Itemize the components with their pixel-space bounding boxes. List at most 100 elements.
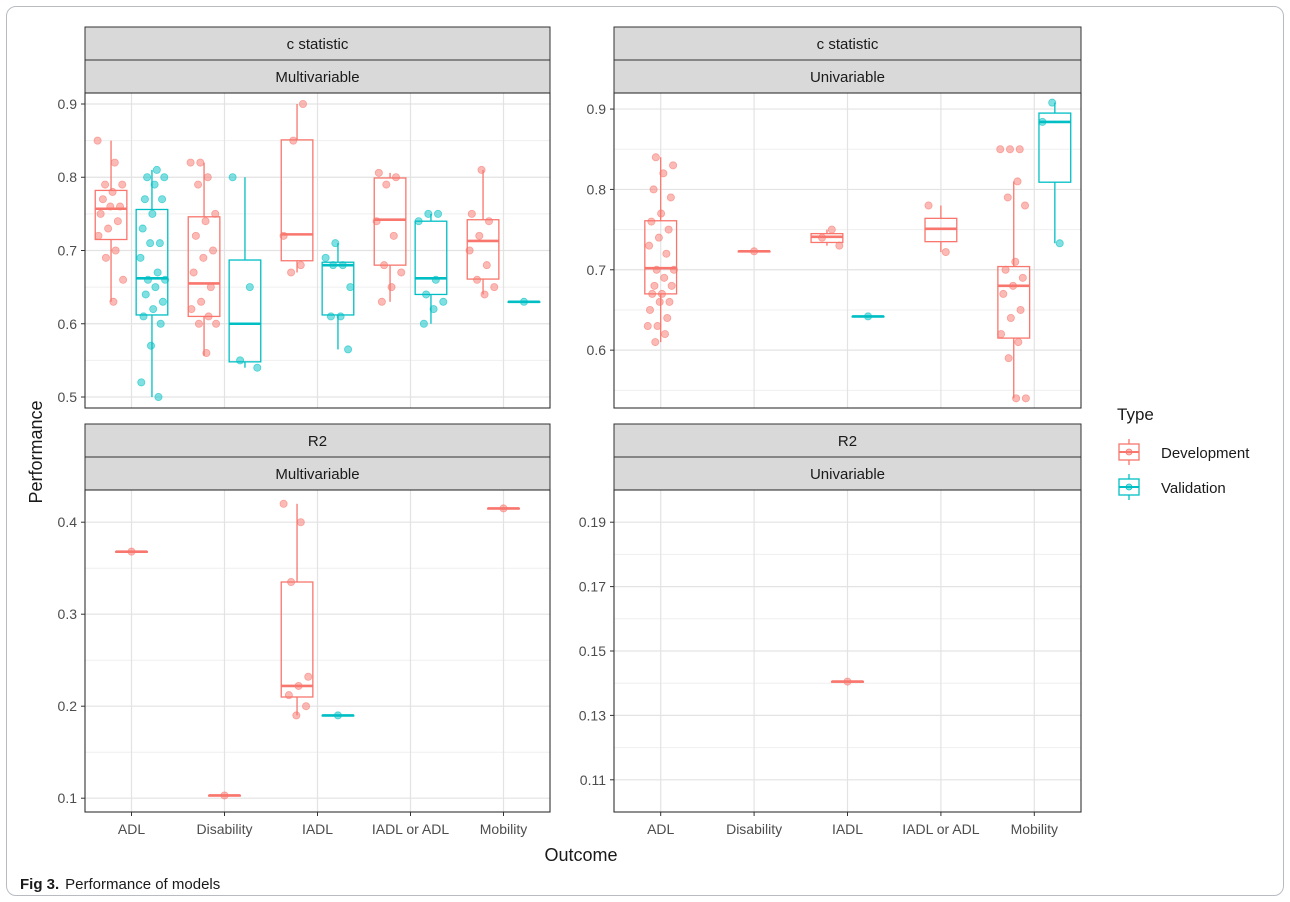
data-point (221, 792, 228, 799)
data-point (997, 146, 1004, 153)
data-point (332, 240, 339, 247)
data-point (280, 500, 287, 507)
y-tick-label: 0.15 (579, 643, 606, 659)
data-point (668, 282, 675, 289)
data-point (1056, 240, 1063, 247)
data-point (1049, 99, 1056, 106)
data-point (162, 276, 169, 283)
data-point (1016, 146, 1023, 153)
data-point (751, 248, 758, 255)
data-point (155, 393, 162, 400)
data-point (375, 169, 382, 176)
data-point (828, 226, 835, 233)
data-point (187, 159, 194, 166)
data-point (485, 218, 492, 225)
data-point (287, 269, 294, 276)
data-point (669, 162, 676, 169)
data-point (344, 346, 351, 353)
data-point (107, 203, 114, 210)
data-point (646, 306, 653, 313)
data-point (378, 298, 385, 305)
data-point (997, 330, 1004, 337)
data-point (112, 247, 119, 254)
data-point (483, 262, 490, 269)
data-point (246, 284, 253, 291)
data-point (650, 186, 657, 193)
data-point (380, 262, 387, 269)
data-point (99, 196, 106, 203)
strip-label-col: Univariable (810, 466, 885, 483)
x-tick-label: Mobility (480, 821, 527, 837)
data-point (1019, 274, 1026, 281)
data-point (203, 349, 210, 356)
data-point (434, 210, 441, 217)
panel-0: c statisticMultivariable0.50.60.70.80.9 (58, 27, 550, 408)
strip-label-row: c statistic (817, 36, 879, 53)
data-point (285, 692, 292, 699)
data-point (161, 174, 168, 181)
data-point (667, 194, 674, 201)
data-point (651, 282, 658, 289)
data-point (520, 298, 527, 305)
box-iadl-or-adl-development (373, 169, 406, 305)
y-tick-label: 0.8 (587, 181, 607, 197)
y-tick-label: 0.1 (58, 790, 78, 806)
data-point (1006, 146, 1013, 153)
data-point (190, 269, 197, 276)
data-point (652, 339, 659, 346)
y-tick-label: 0.7 (587, 262, 607, 278)
data-point (491, 284, 498, 291)
x-tick-label: Mobility (1011, 821, 1058, 837)
data-point (200, 254, 207, 261)
data-point (139, 225, 146, 232)
data-point (661, 330, 668, 337)
data-point (97, 210, 104, 217)
data-point (347, 284, 354, 291)
data-point (280, 232, 287, 239)
data-point (655, 234, 662, 241)
data-point (649, 290, 656, 297)
data-point (287, 578, 294, 585)
data-point (432, 276, 439, 283)
data-point (297, 262, 304, 269)
data-point (299, 100, 306, 107)
strip-label-col: Multivariable (275, 69, 359, 86)
data-point (1007, 314, 1014, 321)
data-point (322, 254, 329, 261)
data-point (144, 276, 151, 283)
box-mobility-development (997, 146, 1030, 402)
data-point (141, 196, 148, 203)
y-axis-title: Performance (26, 400, 46, 503)
data-point (197, 159, 204, 166)
data-point (476, 232, 483, 239)
data-point (1013, 395, 1020, 402)
data-point (1002, 266, 1009, 273)
data-point (663, 250, 670, 257)
box-disability-development (187, 159, 220, 357)
data-point (204, 174, 211, 181)
data-point (205, 313, 212, 320)
data-point (212, 210, 219, 217)
data-point (398, 269, 405, 276)
data-point (652, 154, 659, 161)
box-adl-development (94, 137, 127, 305)
data-point (95, 232, 102, 239)
data-point (154, 269, 161, 276)
data-point (420, 320, 427, 327)
y-tick-label: 0.4 (58, 514, 78, 530)
box-iadl-or-adl-development (925, 202, 957, 256)
panel-1: c statistic Univariable 0.6 0.7 0.8 0.9 (587, 27, 1081, 408)
data-point (158, 196, 165, 203)
data-point (327, 313, 334, 320)
data-point (1039, 118, 1046, 125)
data-point (473, 276, 480, 283)
data-point (142, 291, 149, 298)
x-tick-label: IADL or ADL (372, 821, 450, 837)
data-point (147, 240, 154, 247)
data-point (844, 678, 851, 685)
box-mobility-validation (508, 298, 540, 305)
strip-label-row: R2 (308, 433, 327, 450)
data-point (209, 247, 216, 254)
y-tick-label: 0.7 (58, 243, 78, 259)
